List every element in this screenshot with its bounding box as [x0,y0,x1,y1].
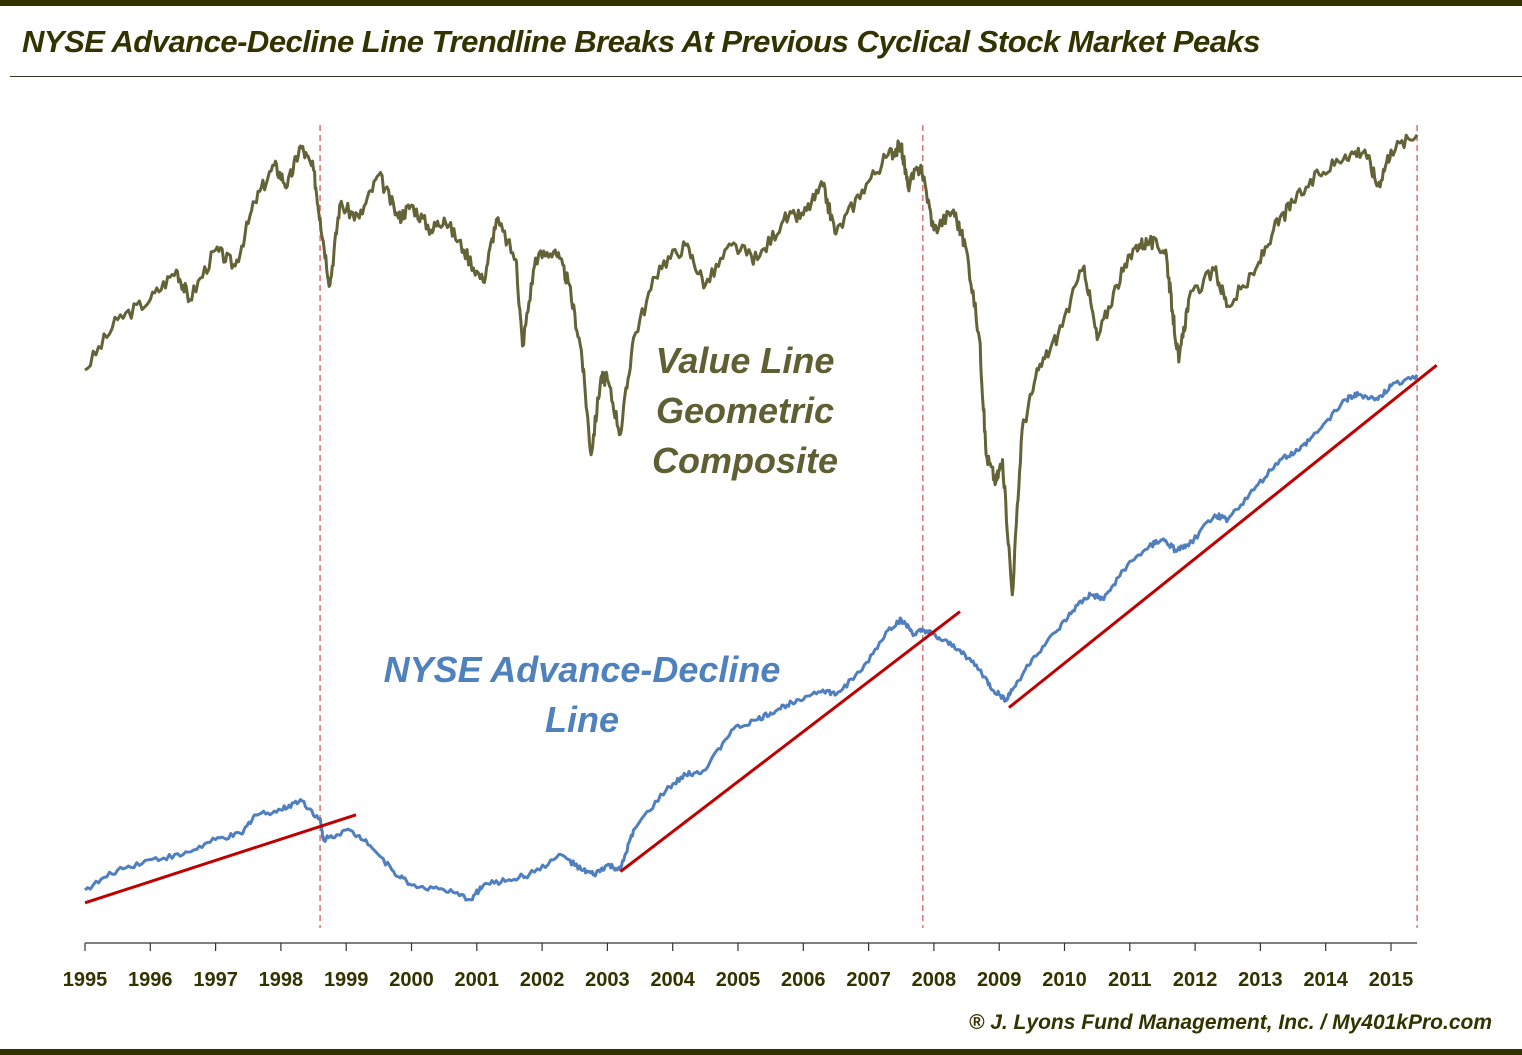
x-tick-label: 2007 [846,969,891,991]
x-tick-label: 2013 [1238,969,1283,991]
value-line-label: Composite [652,440,838,481]
advance-decline-label: NYSE Advance-Decline [384,649,781,690]
x-tick-label: 2006 [781,969,826,991]
x-tick-label: 2005 [716,969,761,991]
x-tick-label: 2001 [455,969,500,991]
x-tick-label: 2011 [1108,969,1151,991]
x-tick-label: 2000 [389,969,434,991]
advance-decline-label: Line [545,699,619,740]
x-tick-label: 2004 [650,969,695,991]
x-tick-label: 2009 [977,969,1022,991]
trendline [1008,364,1438,709]
x-tick-label: 2015 [1369,969,1414,991]
top-border [0,0,1522,6]
value-line-series [84,133,1419,597]
advance-decline-line-series [84,374,1419,902]
x-tick-label: 2008 [912,969,957,991]
value-line-label: Value Line [656,340,835,381]
x-tick-label: 2002 [520,969,565,991]
x-tick-label: 1996 [128,969,173,991]
copyright-credit: ® J. Lyons Fund Management, Inc. / My401… [968,1011,1492,1034]
x-tick-label: 1998 [259,969,304,991]
value-line-label: Geometric [656,390,834,431]
x-tick-label: 2010 [1042,969,1087,991]
title-divider [10,76,1522,77]
bottom-border [0,1049,1522,1055]
x-tick-label: 1997 [193,969,238,991]
x-tick-label: 2003 [585,969,630,991]
x-tick-label: 1995 [63,969,108,991]
chart-title: NYSE Advance-Decline Line Trendline Brea… [22,24,1261,59]
x-tick-label: 1999 [324,969,369,991]
trendline [619,610,961,873]
trendline [84,813,357,905]
x-tick-label: 2014 [1303,969,1348,991]
x-tick-label: 2012 [1173,969,1218,991]
